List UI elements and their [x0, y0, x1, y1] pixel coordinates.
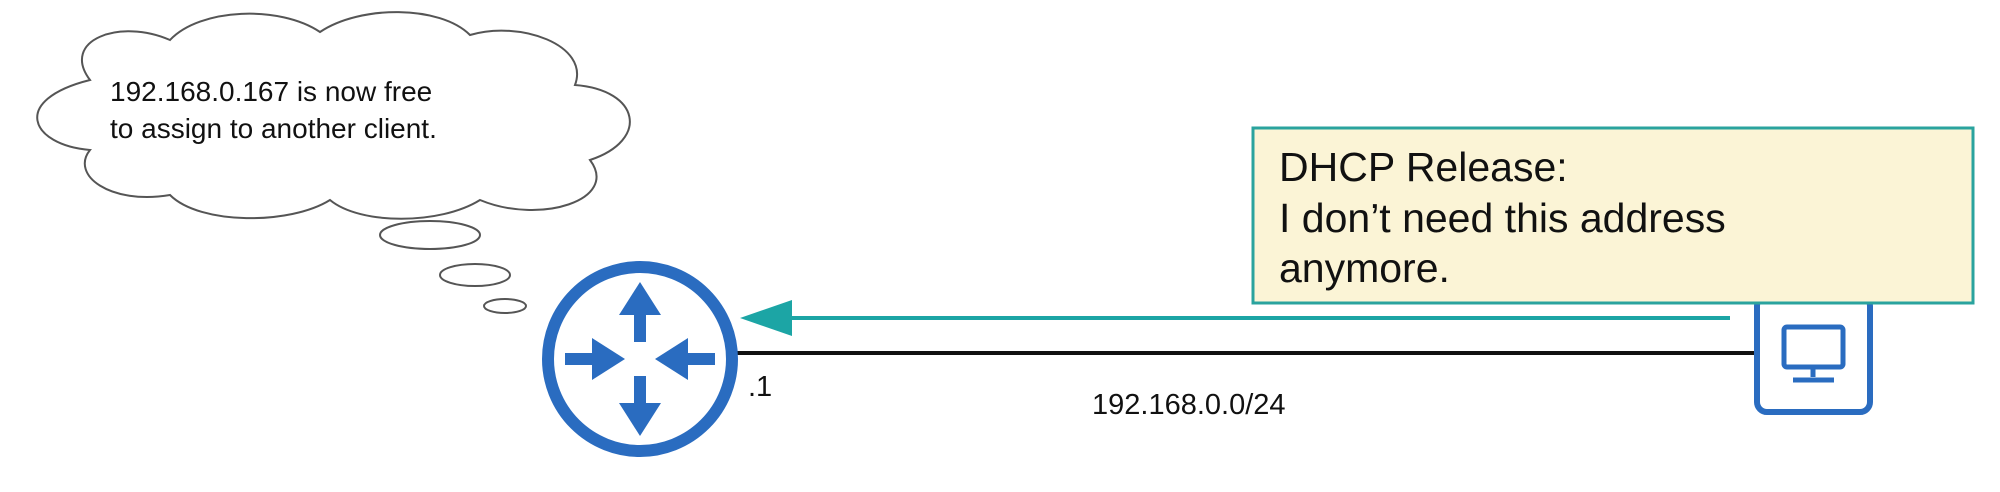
client-pc: [1754, 293, 1873, 415]
router-icon: [565, 282, 715, 436]
router-body: [542, 261, 738, 457]
thought-bubble: 192.168.0.167 is now free to assign to a…: [36, 11, 631, 314]
thought-text-line-2: to assign to another client.: [110, 113, 437, 144]
desktop-computer-icon: [1781, 324, 1846, 383]
thought-bubble-dot-medium: [439, 263, 511, 287]
arrow-head-icon: [740, 300, 792, 336]
thought-bubble-dot-large: [379, 220, 481, 250]
note-line-3: anymore.: [1279, 245, 1450, 291]
thought-text-line-1: 192.168.0.167 is now free: [110, 76, 432, 107]
dhcp-release-arrow: [740, 300, 1730, 336]
note-box: [1251, 126, 1975, 305]
network-address-label: 192.168.0.0/24: [1092, 389, 1286, 421]
note-line-1: DHCP Release:: [1279, 144, 1568, 190]
router-interface-label: .1: [748, 371, 772, 403]
dhcp-release-note: DHCP Release: I don’t need this address …: [1251, 126, 1975, 305]
router: .1: [542, 261, 772, 457]
thought-cloud-shape: [36, 11, 631, 220]
client-pc-box: [1754, 293, 1873, 415]
thought-bubble-dot-small: [483, 298, 527, 314]
note-line-2: I don’t need this address: [1279, 195, 1726, 241]
